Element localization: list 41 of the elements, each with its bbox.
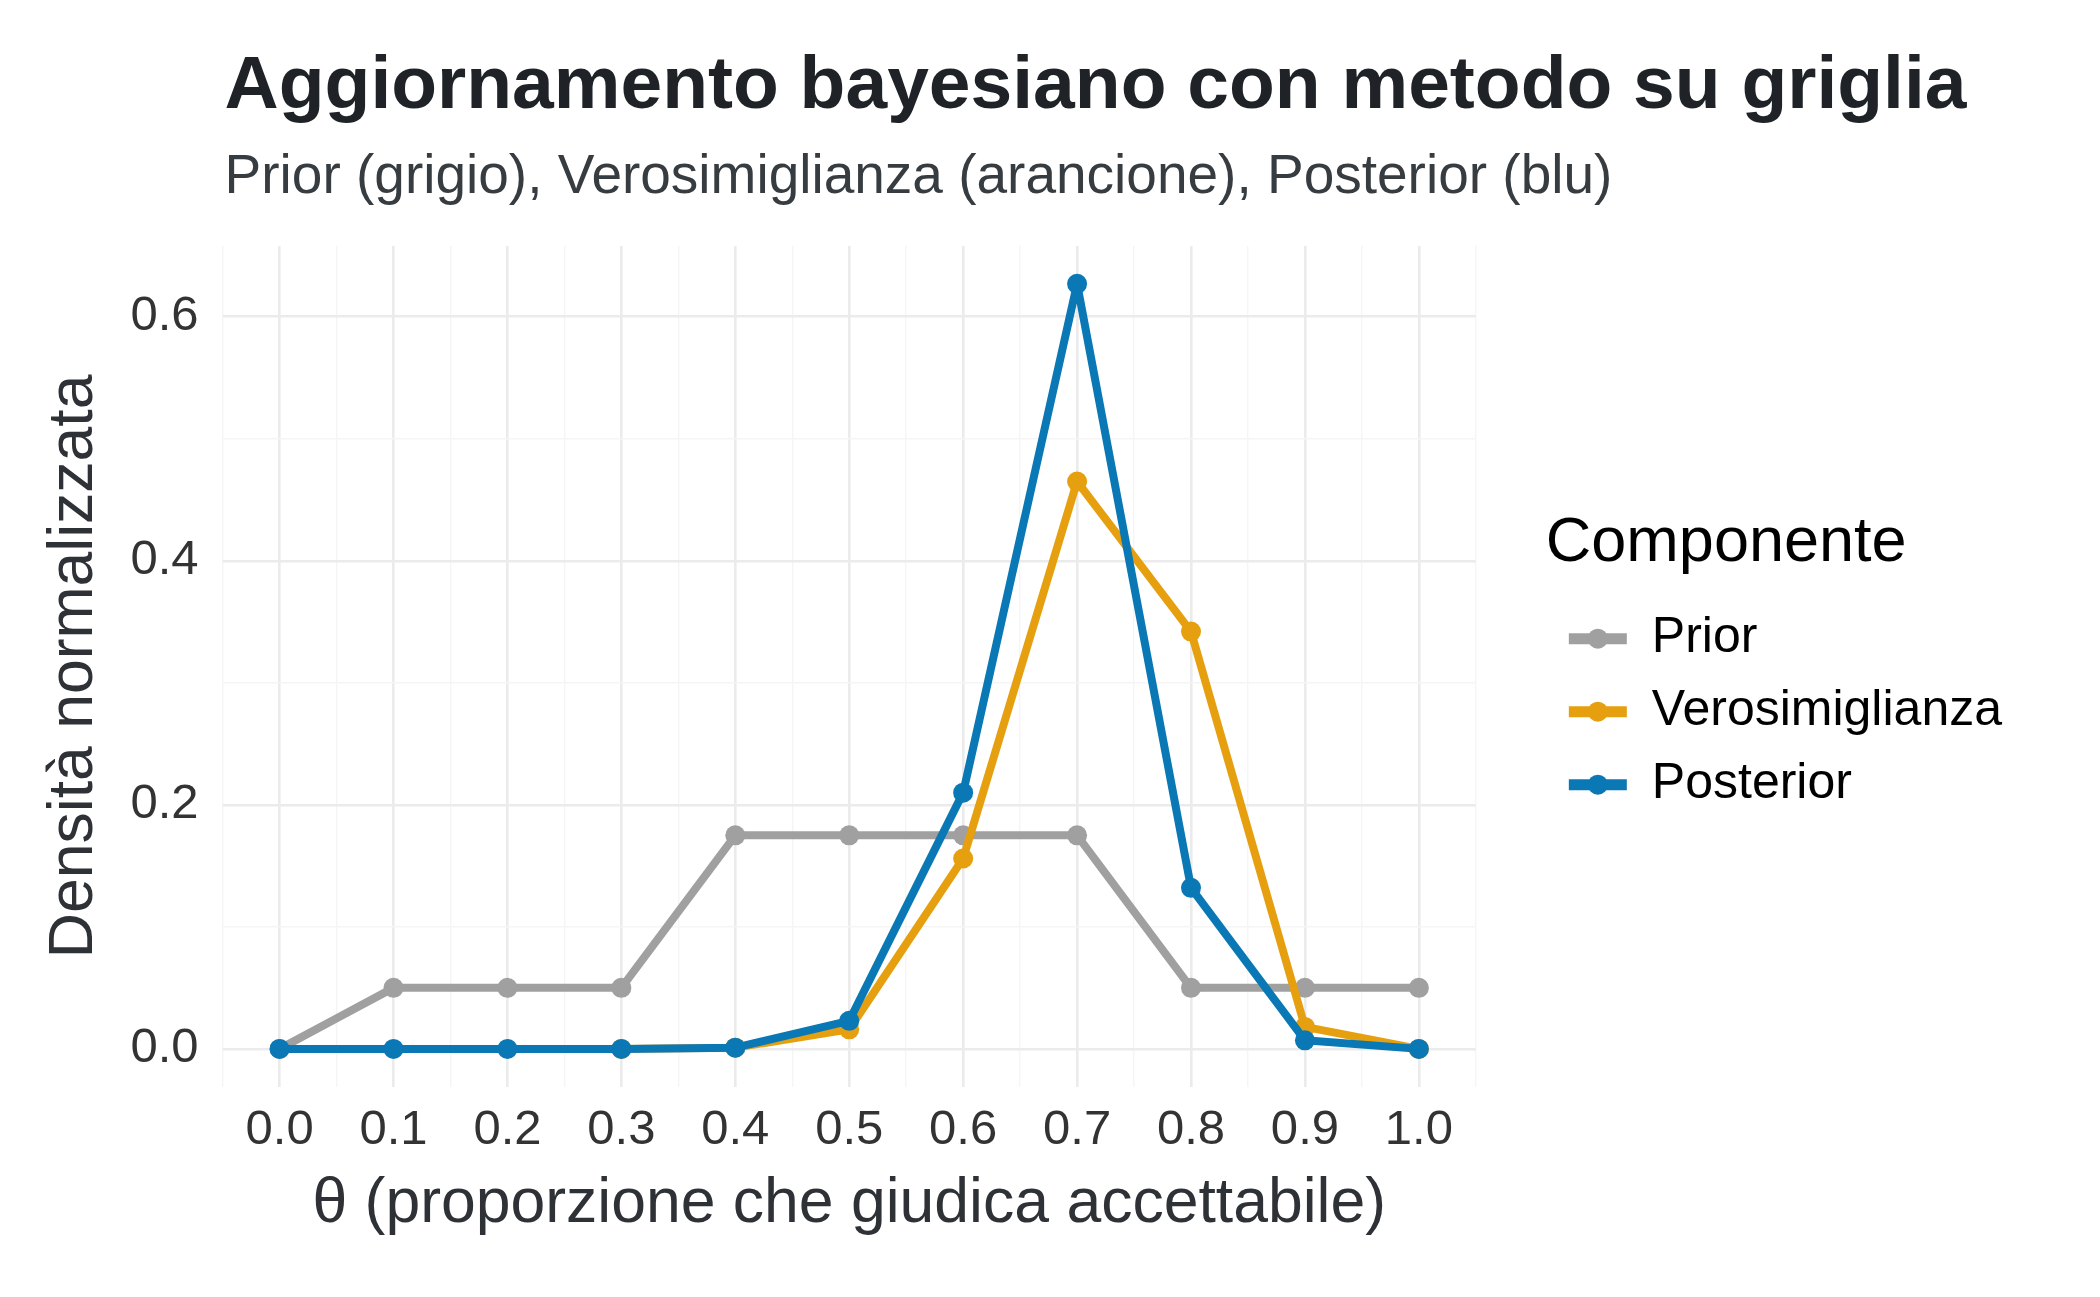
x-tick-label: 0.3 — [587, 1099, 656, 1154]
x-tick-label: 0.4 — [701, 1099, 770, 1154]
point — [953, 848, 974, 869]
x-tick-label: 0.0 — [245, 1099, 314, 1154]
y-axis-title: Densità normalizzata — [35, 374, 106, 959]
point — [1408, 977, 1429, 998]
y-tick-label: 0.4 — [130, 530, 199, 585]
x-tick-label: 0.8 — [1156, 1099, 1226, 1154]
point — [611, 977, 632, 998]
chart-title: Aggiornamento bayesiano con metodo su griglia — [224, 40, 1968, 124]
y-tick-label: 0.2 — [130, 774, 199, 829]
x-tick-label: 0.9 — [1270, 1099, 1339, 1154]
point — [725, 825, 746, 846]
point — [1181, 621, 1202, 642]
point — [1067, 471, 1088, 492]
x-tick-label: 0.2 — [473, 1099, 542, 1154]
x-tick-label: 0.6 — [929, 1099, 998, 1154]
point — [1181, 877, 1202, 898]
x-tick-label: 1.0 — [1384, 1099, 1453, 1154]
point — [953, 782, 974, 803]
point — [1067, 825, 1088, 846]
legend-label: Posterior — [1651, 753, 1852, 810]
point — [497, 1038, 518, 1059]
legend-label: Verosimiglianza — [1651, 680, 2003, 737]
x-axis-title: θ (proporzione che giudica accettabile) — [312, 1164, 1386, 1235]
point — [839, 825, 860, 846]
legend-label: Prior — [1651, 607, 1758, 664]
point — [497, 977, 518, 998]
x-tick-label: 0.7 — [1043, 1099, 1112, 1154]
y-tick-label: 0.0 — [130, 1018, 199, 1073]
point — [1294, 1030, 1315, 1051]
point — [839, 1010, 860, 1031]
x-tick-label: 0.5 — [815, 1099, 884, 1154]
y-tick-label: 0.6 — [130, 286, 199, 341]
point — [383, 1038, 404, 1059]
point — [383, 977, 404, 998]
x-tick-label: 0.1 — [359, 1099, 428, 1154]
point — [1181, 977, 1202, 998]
chart-subtitle: Prior (grigio), Verosimiglianza (arancione), Posterior (blu) — [224, 143, 1613, 205]
legend-title: Componente — [1545, 503, 1907, 574]
point — [1067, 273, 1088, 294]
